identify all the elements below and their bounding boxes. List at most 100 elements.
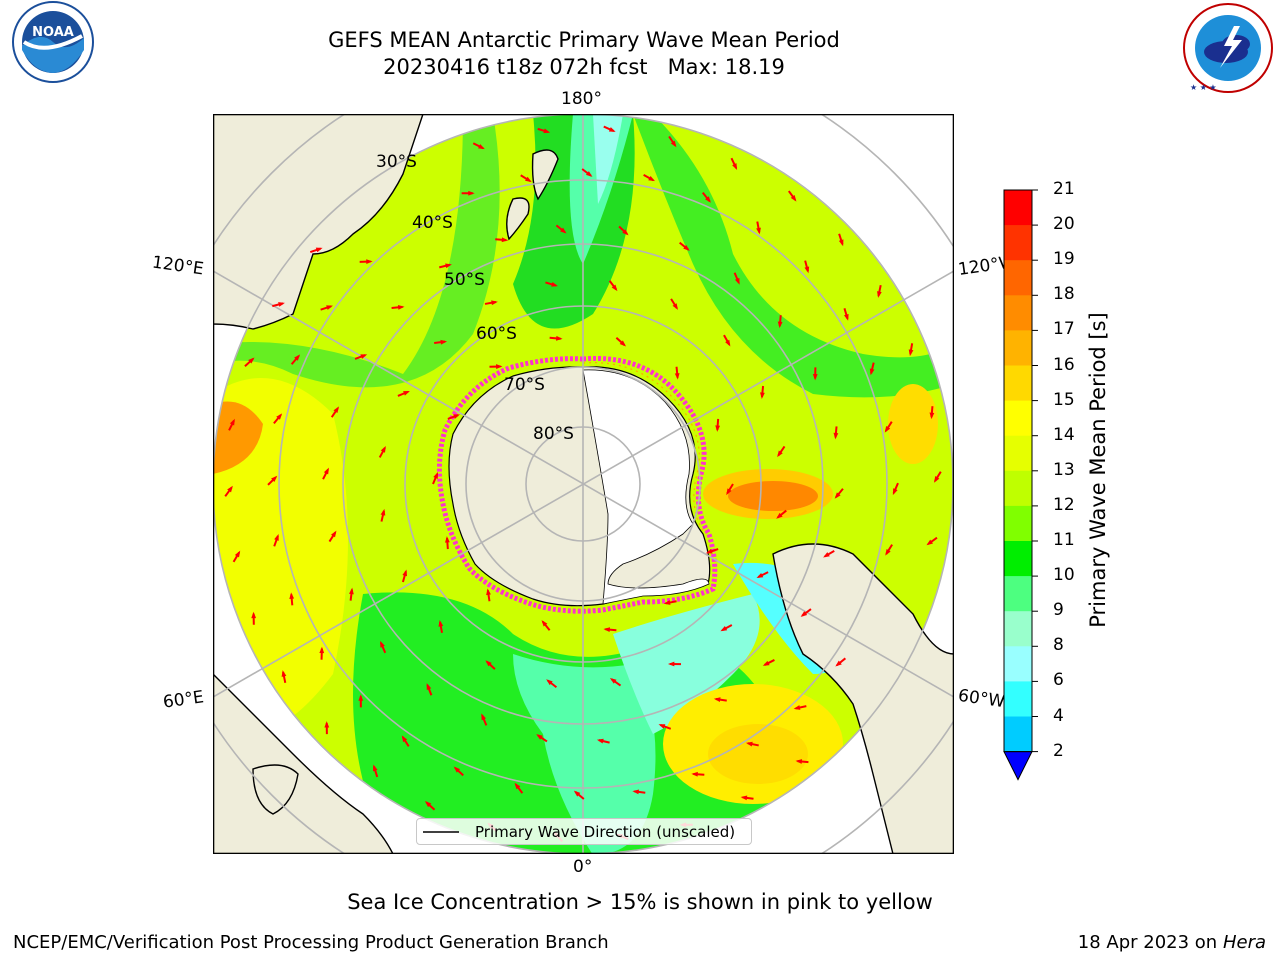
wave-arrow-head bbox=[468, 190, 475, 196]
colorbar-tick-label: 14 bbox=[1053, 424, 1075, 445]
wave-arrow-head bbox=[776, 512, 783, 519]
wave-arrow-head bbox=[838, 239, 844, 247]
wave-arrow-head bbox=[795, 759, 803, 764]
colorbar-tick-label: 9 bbox=[1053, 600, 1064, 621]
chart-title-line2: 20230416 t18z 072h fcst Max: 18.19 bbox=[383, 55, 785, 79]
colorbar-tick-label: 21 bbox=[1053, 179, 1075, 199]
wave-arrow-head bbox=[380, 508, 386, 516]
colorbar-label: Primary Wave Mean Period [s] bbox=[1086, 312, 1110, 628]
wave-arrow-head bbox=[929, 412, 935, 420]
colorbar-segment bbox=[1004, 646, 1032, 682]
colorbar-tick-label: 19 bbox=[1053, 249, 1075, 270]
wave-arrow-head bbox=[800, 611, 808, 617]
colorbar-segment bbox=[1004, 716, 1032, 753]
colorbar-tick-label: 20 bbox=[1053, 214, 1075, 235]
wave-arrow-head bbox=[229, 418, 235, 426]
wave-arrow-head bbox=[486, 588, 491, 596]
wave-arrow-head bbox=[691, 771, 698, 777]
wave-arrow-head bbox=[424, 800, 432, 808]
wave-arrow-head bbox=[658, 724, 666, 729]
svg-text:★ ★ ★: ★ ★ ★ bbox=[1190, 83, 1217, 92]
wave-arrow-head bbox=[278, 302, 285, 307]
wave-arrow-head bbox=[294, 354, 301, 361]
wave-arrow-head bbox=[933, 476, 940, 483]
wave-arrow-head bbox=[514, 782, 521, 790]
lat-label-30s: 30°S bbox=[376, 152, 417, 172]
colorbar-segment bbox=[1004, 435, 1032, 472]
colorbar-segment bbox=[1004, 505, 1032, 542]
wave-arrow-head bbox=[833, 432, 839, 440]
wave-arrow-head bbox=[756, 572, 764, 578]
wave-arrow-head bbox=[271, 475, 278, 482]
legend-label: Primary Wave Direction (unscaled) bbox=[475, 822, 736, 841]
wave-arrow-head bbox=[366, 259, 373, 265]
wave-arrow-head bbox=[619, 340, 627, 347]
wave-arrow-head bbox=[667, 661, 675, 667]
wave-arrow-head bbox=[551, 282, 558, 287]
wave-arrow-head bbox=[740, 795, 748, 801]
wave-arrow-head bbox=[401, 735, 408, 743]
wave-arrow-head bbox=[276, 413, 283, 420]
wave-arrow-head bbox=[445, 263, 452, 269]
colorbar-segment bbox=[1004, 190, 1032, 226]
wave-arrow-head bbox=[481, 713, 487, 721]
wave-arrow-head bbox=[674, 373, 680, 380]
wave-arrow-head bbox=[834, 492, 841, 499]
wave-arrow-head bbox=[726, 488, 732, 496]
wave-arrow-head bbox=[380, 445, 386, 453]
wave-arrow-head bbox=[823, 552, 830, 558]
lat-label-70s: 70°S bbox=[504, 375, 545, 395]
colorbar-tick-label: 18 bbox=[1053, 284, 1075, 305]
wave-arrow-head bbox=[536, 734, 543, 740]
lat-label-40s: 40°S bbox=[412, 213, 453, 233]
wave-arrow-head bbox=[609, 678, 617, 684]
wave-arrow-head bbox=[793, 705, 801, 710]
sea-ice-caption: Sea Ice Concentration > 15% is shown in … bbox=[0, 890, 1280, 914]
lon-label-120e: 120°E bbox=[150, 252, 205, 280]
wave-arrow-head bbox=[672, 303, 678, 310]
wave-arrow-head bbox=[453, 766, 461, 773]
colorbar-tick-label: 2 bbox=[1053, 740, 1064, 761]
wave-arrow-head bbox=[315, 247, 323, 253]
wave-arrow-head bbox=[777, 321, 783, 329]
colorbar-tick-label: 13 bbox=[1053, 459, 1075, 480]
wave-arrow-head bbox=[234, 550, 241, 558]
wave-arrow-head bbox=[756, 227, 761, 235]
wave-arrow-head bbox=[632, 789, 640, 795]
wave-arrow-head bbox=[491, 300, 498, 306]
wave-arrow-head bbox=[760, 392, 765, 399]
wave-arrow-head bbox=[835, 660, 842, 667]
colorbar-tick-label: 4 bbox=[1053, 705, 1064, 726]
lat-label-80s: 80°S bbox=[533, 424, 574, 444]
colorbar-tick-label: 17 bbox=[1053, 319, 1075, 340]
wave-arrow-head bbox=[397, 304, 405, 310]
wave-arrow-head bbox=[715, 425, 721, 432]
wave-arrow-head bbox=[732, 163, 738, 170]
wave-arrow-head bbox=[372, 764, 378, 772]
wave-arrow-head bbox=[453, 414, 461, 419]
chart-title-line1: GEFS MEAN Antarctic Primary Wave Mean Pe… bbox=[328, 28, 840, 52]
wave-arrow-head bbox=[663, 600, 671, 605]
wave-arrow-head bbox=[330, 530, 337, 538]
colorbar bbox=[1003, 189, 1038, 781]
sea-ice-caption-text: Sea Ice Concentration > 15% is shown in … bbox=[347, 890, 933, 914]
wave-arrow-head bbox=[556, 335, 563, 341]
colorbar-segment bbox=[1004, 681, 1032, 717]
wave-arrow-head bbox=[349, 587, 354, 595]
wave-arrow-head bbox=[608, 127, 616, 132]
wave-arrow-head bbox=[603, 627, 611, 633]
colorbar-segment bbox=[1004, 295, 1032, 331]
wave-arrow-head bbox=[622, 229, 629, 236]
wave-arrow-head bbox=[804, 266, 810, 274]
wave-arrow-head bbox=[884, 425, 891, 433]
wave-arrow-head bbox=[319, 646, 325, 654]
wave-arrow-head bbox=[745, 741, 753, 747]
wave-arrow-head bbox=[433, 472, 439, 479]
wave-arrow-head bbox=[496, 364, 503, 369]
wave-arrow-head bbox=[877, 291, 882, 298]
wave-arrow-head bbox=[426, 683, 432, 690]
colorbar-tick-label: 10 bbox=[1053, 565, 1075, 586]
wave-arrow-head bbox=[324, 721, 330, 728]
colorbar-segment bbox=[1004, 365, 1032, 402]
wave-arrow-head bbox=[611, 284, 618, 292]
